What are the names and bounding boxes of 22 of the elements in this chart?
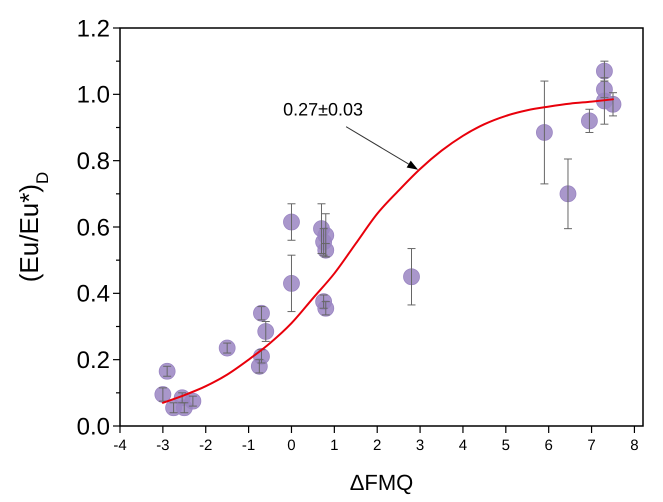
x-axis-title: ΔFMQ [350, 470, 414, 495]
x-tick-label: 6 [544, 437, 553, 454]
x-tick-label: 7 [587, 437, 596, 454]
y-tick-label: 0.0 [76, 413, 110, 440]
x-tick-label: 3 [416, 437, 424, 454]
x-tick-label: -2 [199, 437, 212, 454]
y-tick-label: 0.6 [76, 214, 110, 242]
x-tick-label: -4 [113, 437, 127, 454]
x-tick-label: 4 [458, 437, 468, 454]
y-tick-label: 0.4 [76, 280, 110, 308]
x-tick-label: 0 [287, 437, 296, 454]
annotation: 0.27±0.03 [283, 100, 364, 120]
y-tick-label: 0.8 [76, 148, 110, 176]
x-tick-label: -1 [242, 437, 256, 454]
x-tick-label: 5 [502, 437, 510, 454]
y-tick-label: 0.2 [76, 347, 110, 374]
y-tick-label: 1.2 [76, 15, 110, 42]
x-tick-label: 2 [373, 437, 382, 454]
x-tick-label: 1 [330, 437, 339, 454]
y-tick-label: 1.0 [76, 82, 110, 109]
x-tick-label: 8 [630, 437, 639, 454]
x-tick-label: -3 [156, 437, 170, 454]
